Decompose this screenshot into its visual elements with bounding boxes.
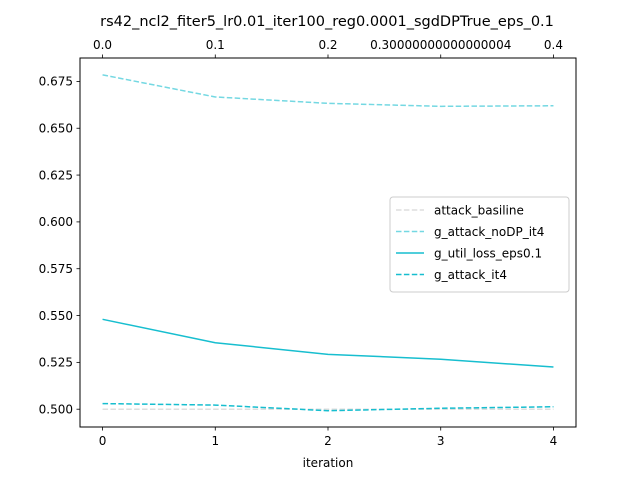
legend-label: g_attack_it4 xyxy=(434,268,507,282)
x-tick-label: 4 xyxy=(550,434,558,448)
y-tick-label: 0.575 xyxy=(39,262,73,276)
series-line-1 xyxy=(102,74,554,108)
y-tick-label: 0.675 xyxy=(39,75,73,89)
x-top-tick-label: 0.2 xyxy=(318,38,337,52)
x-axis-label: iteration xyxy=(303,456,354,470)
y-tick-label: 0.500 xyxy=(39,403,73,417)
legend-label: g_attack_noDP_it4 xyxy=(434,225,544,239)
y-tick-label: 0.600 xyxy=(39,215,73,229)
y-tick-label: 0.550 xyxy=(39,309,73,323)
x-top-tick-label: 0.30000000000000004 xyxy=(370,38,511,52)
y-tick-label: 0.525 xyxy=(39,356,73,370)
axes: 0 1 2 3 4 0.0 0.1 0.2 0.30000000000000004 0.4 0.50… xyxy=(39,38,563,448)
plot-marks xyxy=(102,74,554,412)
legend-label: attack_basiline xyxy=(434,203,524,217)
y-tick-label: 0.625 xyxy=(39,168,73,182)
x-tick-label: 1 xyxy=(211,434,219,448)
x-tick-label: 2 xyxy=(324,434,332,448)
x-tick-label: 3 xyxy=(437,434,445,448)
series-line-2 xyxy=(102,318,554,368)
legend-box xyxy=(389,196,570,293)
y-tick-label: 0.650 xyxy=(39,122,73,136)
chart-title: rs42_ncl2_fiter5_lr0.01_iter100_reg0.000… xyxy=(100,14,554,30)
x-top-tick-label: 0.4 xyxy=(544,38,563,52)
series-line-3 xyxy=(102,402,554,412)
x-top-tick-label: 0.0 xyxy=(93,38,112,52)
x-tick-label: 0 xyxy=(99,434,107,448)
legend: attack_basiline g_attack_noDP_it4 g_util_l… xyxy=(389,196,570,293)
x-top-tick-label: 0.1 xyxy=(206,38,225,52)
legend-label: g_util_loss_eps0.1 xyxy=(434,246,542,260)
